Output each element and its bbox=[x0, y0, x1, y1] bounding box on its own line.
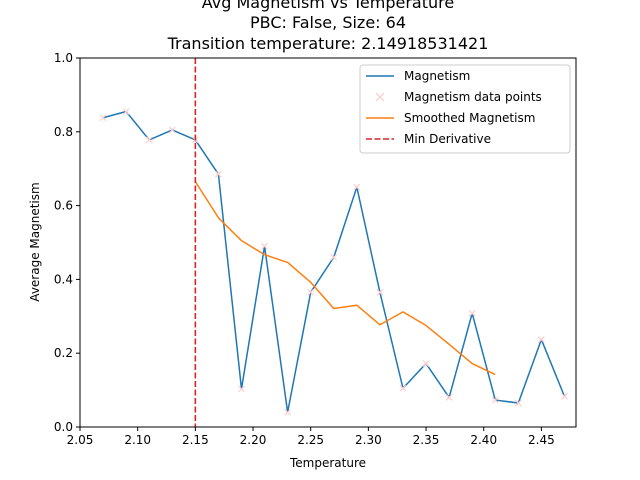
x-tick-label: 2.25 bbox=[297, 433, 324, 447]
data-point-marker bbox=[330, 253, 338, 261]
data-point-marker bbox=[561, 392, 568, 400]
data-point-marker bbox=[445, 394, 453, 401]
y-axis-label: Average Magnetism bbox=[28, 182, 42, 301]
data-point-marker bbox=[537, 336, 545, 343]
legend-swatch bbox=[375, 92, 385, 102]
data-point-marker bbox=[284, 408, 292, 416]
plot-area bbox=[99, 58, 568, 427]
data-point-marker bbox=[261, 242, 268, 250]
x-tick-label: 2.30 bbox=[355, 433, 382, 447]
series-line-smoothed-magnetism bbox=[194, 181, 496, 376]
x-tick-label: 2.40 bbox=[470, 433, 497, 447]
y-tick-label: 0.2 bbox=[54, 346, 73, 360]
legend-label: Smoothed Magnetism bbox=[404, 111, 535, 125]
legend-label: Magnetism bbox=[404, 69, 470, 83]
y-tick-label: 1.0 bbox=[54, 51, 73, 65]
chart-title-line-1: Avg Magnetism vs Temperature bbox=[202, 0, 454, 12]
x-tick-label: 2.35 bbox=[413, 433, 440, 447]
x-tick-label: 2.45 bbox=[528, 433, 555, 447]
data-point-marker bbox=[468, 309, 476, 317]
data-point-marker bbox=[422, 360, 430, 367]
axes-frame bbox=[79, 57, 577, 428]
legend-entry: Magnetism bbox=[366, 69, 470, 83]
x-axis-label: Temperature bbox=[289, 456, 366, 470]
data-point-marker bbox=[353, 183, 361, 191]
legend-entry: Magnetism data points bbox=[375, 90, 542, 104]
data-point-marker bbox=[238, 385, 245, 393]
legend-label: Magnetism data points bbox=[404, 90, 542, 104]
y-tick-label: 0.8 bbox=[54, 125, 73, 139]
x-tick-label: 2.05 bbox=[67, 433, 94, 447]
x-tick-label: 2.15 bbox=[182, 433, 209, 447]
data-point-marker bbox=[491, 396, 499, 404]
chart-title-line-3: Transition temperature: 2.14918531421 bbox=[167, 34, 489, 53]
x-tick-label: 2.10 bbox=[124, 433, 151, 447]
x-tick-label: 2.20 bbox=[240, 433, 267, 447]
chart-title: Avg Magnetism vs Temperature PBC: False,… bbox=[167, 0, 489, 53]
data-point-marker bbox=[399, 384, 407, 392]
data-point-marker bbox=[168, 126, 176, 134]
legend-entry: Min Derivative bbox=[366, 132, 491, 146]
y-tick-label: 0.6 bbox=[54, 199, 73, 213]
data-point-marker bbox=[514, 399, 522, 407]
data-point-marker bbox=[145, 136, 153, 144]
y-tick-label: 0.4 bbox=[54, 272, 73, 286]
axes: 2.05 2.10 2.15 2.20 2.25 2.30 2.35 2.40 2.45 0.0 0… bbox=[54, 51, 577, 447]
y-tick-label: 0.0 bbox=[54, 420, 73, 434]
data-point-marker bbox=[122, 108, 130, 115]
legend-label: Min Derivative bbox=[404, 132, 491, 146]
data-point-marker bbox=[99, 114, 107, 122]
legend-box bbox=[359, 64, 571, 154]
legend-entry: Smoothed Magnetism bbox=[366, 111, 535, 125]
legend: Magnetism Magnetism data points Smoothed M… bbox=[359, 64, 571, 154]
data-point-marker bbox=[307, 288, 315, 296]
data-point-marker bbox=[376, 288, 384, 296]
series-line-magnetism bbox=[102, 110, 566, 413]
data-point-marker bbox=[214, 170, 222, 178]
chart-title-line-2: PBC: False, Size: 64 bbox=[250, 13, 406, 32]
